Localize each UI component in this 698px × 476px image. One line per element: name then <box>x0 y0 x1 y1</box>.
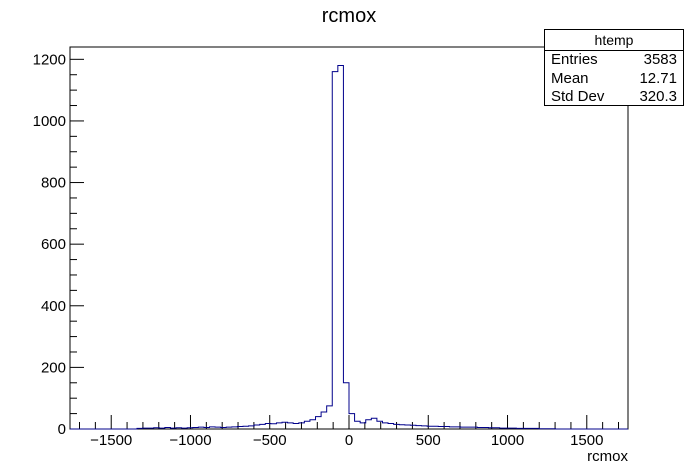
x-tick-label: 0 <box>345 432 353 449</box>
stats-box: htemp Entries 3583 Mean 12.71 Std Dev 32… <box>544 29 684 106</box>
y-tick-label: 0 <box>58 421 66 438</box>
x-axis-label: rcmox <box>587 448 628 465</box>
y-tick-label: 1200 <box>33 51 66 68</box>
stats-label: Entries <box>551 51 598 68</box>
x-tick-label: 1000 <box>491 432 524 449</box>
histogram-line <box>70 64 628 430</box>
chart-title: rcmox <box>322 5 376 27</box>
stats-row-mean: Mean 12.71 <box>545 70 683 89</box>
x-tick-label: 1500 <box>570 432 603 449</box>
y-tick-label: 600 <box>41 236 66 253</box>
x-tick-label: −1000 <box>169 432 211 449</box>
stats-value: 320.3 <box>639 88 677 105</box>
x-tick-label: −1500 <box>90 432 132 449</box>
y-tick-label: 200 <box>41 359 66 376</box>
stats-title: htemp <box>545 30 683 51</box>
y-tick-label: 400 <box>41 298 66 315</box>
x-tick-label: −500 <box>253 432 287 449</box>
stats-row-entries: Entries 3583 <box>545 51 683 70</box>
y-tick-label: 800 <box>41 175 66 192</box>
y-axis: 0 200 400 600 800 1000 1200 <box>33 51 84 438</box>
stats-value: 3583 <box>643 51 677 68</box>
stats-label: Std Dev <box>551 88 605 105</box>
x-axis: −1500 −1000 −500 0 500 1000 1500 <box>79 415 619 449</box>
y-tick-label: 1000 <box>33 113 66 130</box>
stats-row-stddev: Std Dev 320.3 <box>545 88 683 107</box>
stats-label: Mean <box>551 69 589 87</box>
stats-value: 12.71 <box>639 69 677 87</box>
x-tick-label: 500 <box>416 432 441 449</box>
